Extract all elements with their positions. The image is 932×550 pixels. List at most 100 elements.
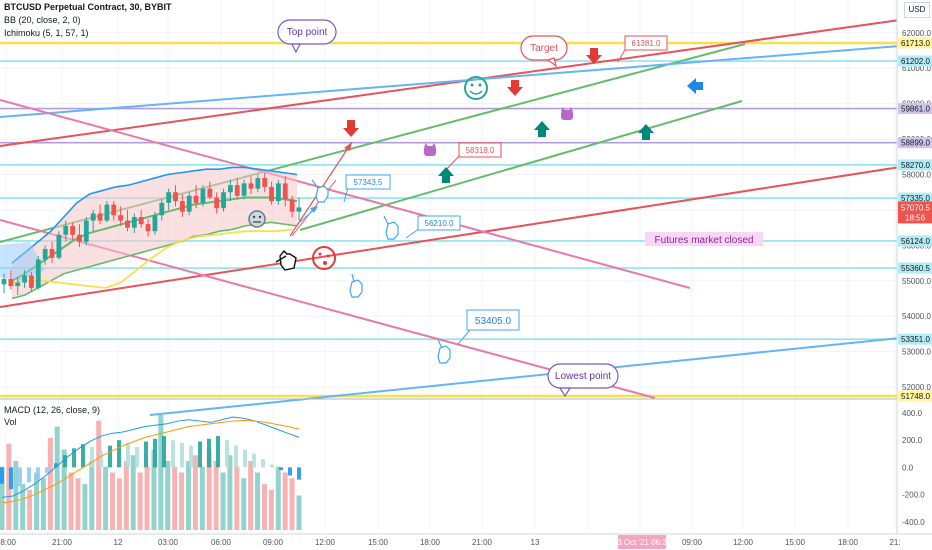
macd-histogram-bar — [270, 464, 274, 468]
note-futures-closed[interactable]: Futures market closed — [645, 232, 763, 246]
candle-body — [186, 195, 192, 212]
level-price-label: 53351.0 — [901, 335, 930, 344]
macd-histogram-bar — [180, 442, 184, 468]
candle-body — [1, 279, 7, 285]
volume-bar — [6, 443, 12, 530]
note-target-text: Target — [530, 43, 558, 54]
price-axis[interactable]: 662000.061000.060000.059000.058000.05700… — [896, 0, 932, 550]
volume-label[interactable]: Vol — [4, 417, 17, 427]
candle-body — [255, 178, 261, 189]
green-trendline-lower[interactable] — [299, 100, 743, 231]
volume-bar — [144, 466, 150, 530]
red-trendline-lower[interactable] — [0, 166, 901, 308]
candle-body — [227, 185, 233, 193]
level-price-label: 57335.0 — [901, 194, 930, 203]
symbol-title[interactable]: BTCUSD Perpetual Contract, 30, BYBIT — [4, 2, 172, 12]
volume-bar — [165, 461, 171, 530]
macd-signal-line — [1, 419, 300, 504]
candle-body — [29, 275, 34, 288]
candle-body — [104, 204, 110, 221]
time-axis-label: 18:00 — [420, 538, 441, 547]
macd-axis-label: 200.0 — [902, 436, 923, 445]
volume-bar — [54, 426, 60, 530]
price-tag-57343-text: 57343.5 — [354, 178, 383, 187]
price-tag-56210-text: 56210.0 — [425, 219, 454, 228]
candle-body — [118, 215, 124, 221]
note-lowest-point[interactable]: Lowest point — [547, 363, 619, 398]
macd-histogram-bar — [18, 467, 22, 487]
arrow-up-icon — [534, 121, 550, 137]
volume-bar — [96, 420, 102, 530]
volume-bar — [282, 472, 288, 530]
time-axis-label: 18:00 — [838, 538, 859, 547]
macd-histogram-bar — [288, 467, 292, 476]
red-trendline-upper[interactable] — [0, 19, 901, 147]
hand-pointer-icon — [349, 273, 363, 298]
level-price-label: 55360.5 — [901, 264, 930, 273]
level-price-label-bg — [898, 390, 932, 402]
price-tag-53405-text: 53405.0 — [475, 316, 512, 327]
level-price-label: 58899.0 — [901, 139, 930, 148]
price-axis-label: 55000.0 — [902, 277, 931, 286]
price-tag-58318[interactable]: 58318.0 — [445, 142, 502, 171]
macd-histogram-bar — [225, 440, 229, 468]
arrow-left-icon — [687, 78, 703, 94]
candle-body — [22, 275, 27, 283]
macd-label[interactable]: MACD (12, 26, close, 9) — [4, 405, 101, 415]
macd-histogram-bar — [126, 442, 130, 468]
price-tag-53405[interactable]: 53405.0 — [457, 309, 520, 345]
note-futures-closed-text: Futures market closed — [655, 235, 754, 246]
volume-bar — [47, 438, 53, 530]
neutral-emoji-icon — [248, 210, 266, 228]
time-axis-label: 12:00 — [733, 538, 754, 547]
candle-body — [111, 204, 117, 216]
annotations[interactable]: Top point Target Lowest point Futures ma… — [248, 19, 763, 398]
price-tag-61381[interactable]: 61381.0 — [617, 35, 668, 63]
volume-bar — [268, 489, 274, 530]
candle-body — [179, 201, 185, 212]
note-target[interactable]: Target — [520, 35, 568, 68]
level-price-label-bg — [898, 103, 932, 115]
indicator-bb-label[interactable]: BB (20, close, 2, 0) — [4, 15, 81, 25]
volume-bar — [68, 472, 74, 530]
macd-histogram-bar — [0, 467, 4, 484]
current-price-label: 57070.5 — [901, 203, 930, 212]
candle-body — [262, 178, 268, 187]
blue-trendline-lower[interactable] — [149, 337, 901, 416]
price-tag-56210[interactable]: 56210.0 — [405, 215, 461, 239]
currency-badge[interactable]: USD — [904, 2, 930, 18]
note-top-point-text: Top point — [287, 27, 328, 38]
volume-bar — [158, 415, 164, 530]
volume-bar — [289, 478, 295, 530]
volume-bar — [75, 478, 81, 530]
macd-histogram-bar — [117, 440, 121, 468]
volume-bar — [82, 484, 88, 530]
volume-bar — [0, 466, 5, 530]
indicator-ichimoku-label[interactable]: Ichimoku (5, 1, 57, 1) — [4, 28, 89, 38]
price-tag-57343[interactable]: 57343.5 — [343, 174, 391, 203]
candle-body — [152, 215, 158, 232]
macd-histogram-bar — [261, 459, 265, 468]
price-axis-bg — [897, 0, 932, 550]
candle-body — [8, 279, 14, 287]
pink-trendline-upper[interactable] — [0, 99, 691, 289]
volume-bar — [123, 461, 129, 530]
candle-body — [248, 183, 254, 189]
candle-body — [15, 282, 21, 287]
note-top-point[interactable]: Top point — [277, 19, 337, 54]
blue-trendline-upper[interactable] — [0, 45, 901, 118]
time-axis-label: 13 — [531, 538, 540, 547]
macd-histogram-bar — [243, 449, 247, 468]
volume-bar — [255, 472, 261, 530]
candle-body — [145, 224, 151, 232]
level-price-label-bg — [898, 55, 932, 67]
hand-pointer-icon — [437, 339, 451, 364]
volume-bar — [234, 466, 240, 530]
time-axis[interactable]: 18:00 21:00 12 03:00 06:00 09:00 12:00 15:00 18:… — [0, 533, 932, 550]
current-price-label-bg — [898, 201, 932, 224]
volume-bar — [179, 472, 185, 530]
volume-bar — [206, 449, 212, 530]
candle-body — [125, 220, 130, 228]
macd-histogram-bar — [108, 445, 112, 468]
